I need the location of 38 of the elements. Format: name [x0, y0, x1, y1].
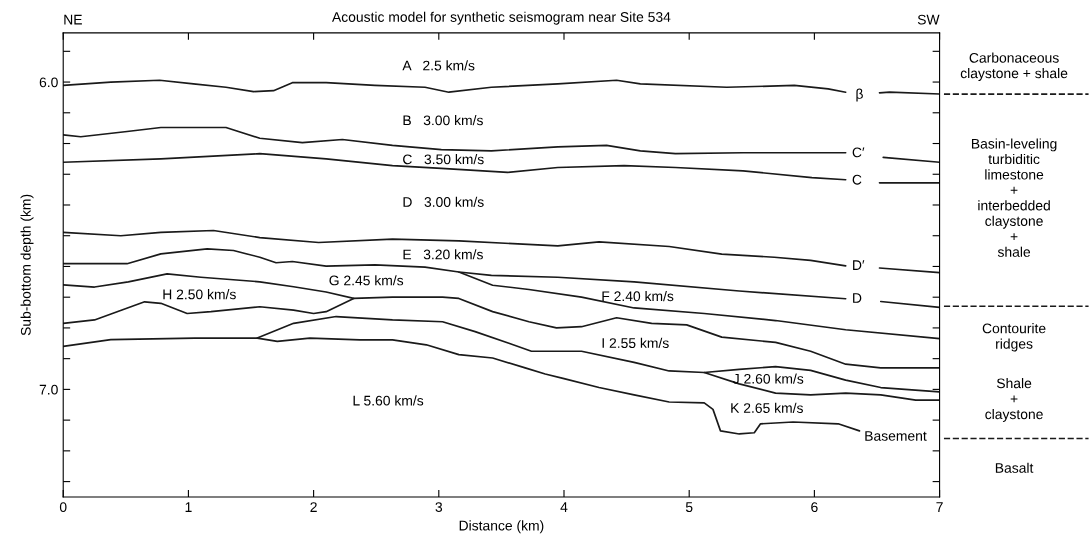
annotation: β	[856, 88, 863, 102]
x-tick-label: 3	[435, 502, 443, 513]
annotation: B 3.00 km/s	[403, 115, 483, 126]
x-tick-label: 1	[185, 502, 192, 512]
text: NE	[64, 14, 82, 25]
annotation: E 3.20 km/s	[403, 249, 483, 260]
y-axis-title: Sub-bottom depth (km)	[20, 194, 34, 336]
annotation: H 2.50 km/s	[163, 289, 236, 300]
annotation: C 3.50 km/s	[403, 154, 484, 165]
x-axis-title: Distance (km)	[459, 520, 544, 534]
annotation: C	[852, 174, 862, 185]
text: Carbonaceous claystone + shale	[960, 52, 1068, 81]
annotation: D 3.00 km/s	[403, 196, 484, 207]
x-tick-label: 4	[560, 502, 568, 512]
annotation: G 2.45 km/s	[329, 275, 404, 286]
annotation: A 2.5 km/s	[402, 60, 475, 71]
annotation: I 2.55 km/s	[602, 337, 669, 348]
text: Basin-leveling turbiditic limestone + interbedded claystone + shale	[971, 138, 1057, 257]
x-tick-label: 7	[936, 502, 943, 512]
text: Basalt	[995, 462, 1034, 473]
x-tick-label: 6	[811, 502, 818, 513]
y-tick-label: 6.0	[39, 77, 58, 88]
annotation: D′	[853, 260, 865, 270]
annotation: L 5.60 km/s	[353, 395, 424, 406]
annotation: J 2.60 km/s	[732, 373, 804, 384]
annotation: K 2.65 km/s	[731, 402, 803, 413]
annotation: F 2.40 km/s	[602, 290, 674, 302]
y-tick-label: 7.0	[39, 384, 58, 395]
x-tick-label: 5	[685, 502, 693, 513]
text: Contourite ridges	[982, 323, 1046, 352]
text: Shale + claystone	[985, 378, 1043, 422]
annotation: C′	[852, 147, 865, 158]
text: SW	[917, 14, 940, 25]
annotation: Basement	[865, 431, 927, 441]
annotation: D	[853, 293, 862, 303]
x-tick-label: 0	[59, 502, 67, 513]
x-tick-label: 2	[310, 502, 317, 512]
chart-title: Acoustic model for synthetic seismogram near Site 534	[331, 11, 671, 25]
